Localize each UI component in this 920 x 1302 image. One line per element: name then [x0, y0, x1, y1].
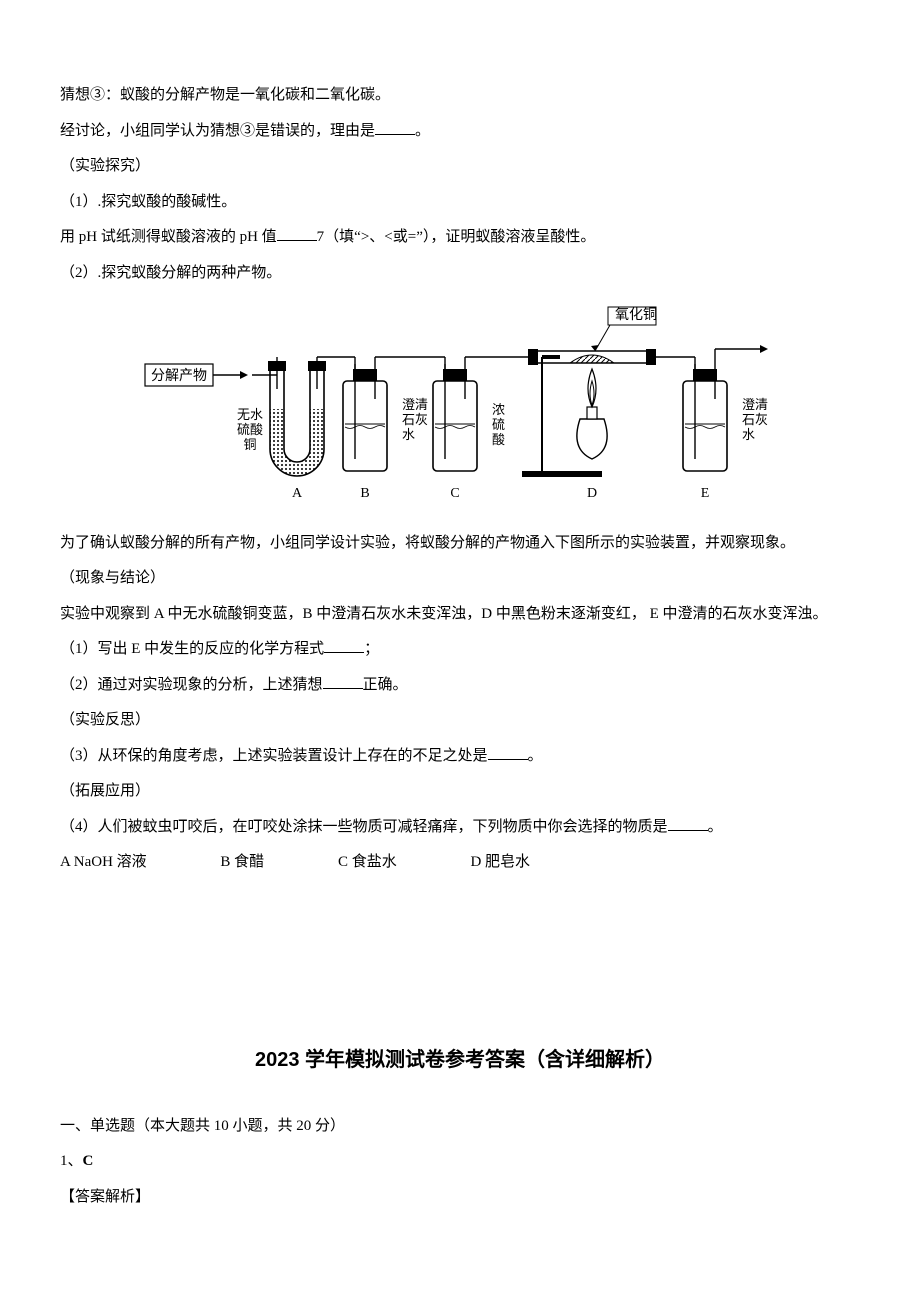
heading-experiment: （实验探究）	[60, 151, 860, 183]
ph-text-a: 用 pH 试纸测得蚁酸溶液的 pH 值	[60, 229, 277, 245]
apparatus-diagram: 分解产物 无水 硫酸 铜 A	[60, 299, 860, 522]
tube-b-label-2: 石灰	[402, 412, 428, 427]
q-e-equation: （1）写出 E 中发生的反应的化学方程式 ；	[60, 634, 860, 666]
discussion-text-b: 。	[415, 123, 430, 139]
tube-c-label-3: 酸	[492, 432, 505, 447]
guess3-line: 猜想③：蚁酸的分解产物是一氧化碳和二氧化碳。	[60, 80, 860, 112]
inlet-label: 分解产物	[151, 368, 207, 384]
tube-e-label-3: 水	[742, 427, 755, 442]
tube-b: 澄清 石灰 水	[343, 357, 445, 471]
observation-line: 实验中观察到 A 中无水硫酸铜变蓝，B 中澄清石灰水未变浑浊，D 中黑色粉末逐渐…	[60, 599, 860, 631]
blank-env[interactable]	[488, 745, 528, 760]
letter-d: D	[587, 486, 597, 501]
options-row: A NaOH 溶液 B 食醋 C 食盐水 D 肥皂水	[60, 847, 860, 879]
blank-reason[interactable]	[375, 120, 415, 135]
tube-c: 浓 硫 酸	[433, 357, 532, 471]
tube-e: 澄清 石灰 水	[683, 345, 768, 471]
tube-e-label-2: 石灰	[742, 412, 768, 427]
answers-section: 一、单选题（本大题共 10 小题，共 20 分）	[60, 1111, 860, 1143]
item-1-num: （	[60, 194, 75, 210]
q-e-text-b: ；	[364, 641, 379, 657]
q-env: （3）从环保的角度考虑，上述实验装置设计上存在的不足之处是 。	[60, 741, 860, 773]
q-e-text-a: （1）写出 E 中发生的反应的化学方程式	[60, 641, 324, 657]
item-1-num2: 1	[75, 194, 83, 210]
option-c[interactable]: C 食盐水	[338, 847, 397, 879]
letter-a: A	[292, 486, 303, 501]
item-1-rest: ）.探究蚁酸的酸碱性。	[83, 194, 237, 210]
analysis-label: 【答案解析】	[60, 1182, 860, 1214]
heading-obs: （现象与结论）	[60, 563, 860, 595]
tube-d: 氧化铜	[522, 307, 695, 477]
q-bite-b: 。	[708, 819, 723, 835]
cuo-label: 氧化铜	[615, 307, 657, 323]
option-d[interactable]: D 肥皂水	[470, 847, 530, 879]
q-env-b: 。	[528, 748, 543, 764]
apparatus-svg: 分解产物 无水 硫酸 铜 A	[140, 299, 780, 509]
answer-1-num: 1、	[60, 1153, 83, 1169]
q-bite: （4）人们被蚊虫叮咬后，在叮咬处涂抹一些物质可减轻痛痒，下列物质中你会选择的物质…	[60, 812, 860, 844]
q-bite-a: （4）人们被蚊虫叮咬后，在叮咬处涂抹一些物质可减轻痛痒，下列物质中你会选择的物质…	[60, 819, 668, 835]
heading-reflect: （实验反思）	[60, 705, 860, 737]
ph-line: 用 pH 试纸测得蚁酸溶液的 pH 值 7（填“>、<或=”），证明蚁酸溶液呈酸性…	[60, 222, 860, 254]
tube-b-label-3: 水	[402, 427, 415, 442]
tube-e-label-1: 澄清	[742, 397, 768, 412]
q-guess-correct: （2）通过对实验现象的分析，上述猜想 正确。	[60, 670, 860, 702]
answer-1-letter: C	[83, 1153, 94, 1169]
answer-1: 1、C	[60, 1146, 860, 1178]
item-2: （2）.探究蚁酸分解的两种产物。	[60, 258, 860, 290]
ph-text-b: 7（填“>、<或=”），证明蚁酸溶液呈酸性。	[317, 229, 596, 245]
item-1: （1）.探究蚁酸的酸碱性。	[60, 187, 860, 219]
q-guess-a: （2）通过对实验现象的分析，上述猜想	[60, 677, 323, 693]
purpose-line: 为了确认蚁酸分解的所有产物，小组同学设计实验，将蚁酸分解的产物通入下图所示的实验…	[60, 528, 860, 560]
tube-b-label-1: 澄清	[402, 397, 428, 412]
blank-equation[interactable]	[324, 638, 364, 653]
tube-c-label-1: 浓	[492, 402, 505, 417]
blank-bite[interactable]	[668, 816, 708, 831]
letter-e: E	[701, 486, 710, 501]
tube-a-label-2: 硫酸	[237, 422, 263, 437]
answers-title: 2023 学年模拟测试卷参考答案（含详细解析）	[60, 1039, 860, 1081]
letter-b: B	[360, 486, 369, 501]
discussion-line: 经讨论，小组同学认为猜想③是错误的，理由是 。	[60, 116, 860, 148]
inlet-arrowhead	[240, 371, 248, 379]
q-env-a: （3）从环保的角度考虑，上述实验装置设计上存在的不足之处是	[60, 748, 488, 764]
q-guess-b: 正确。	[363, 677, 408, 693]
option-b[interactable]: B 食醋	[220, 847, 264, 879]
tube-a: 无水 硫酸 铜	[237, 357, 355, 476]
option-a[interactable]: A NaOH 溶液	[60, 847, 147, 879]
tube-a-label-1: 无水	[237, 407, 263, 422]
blank-guess[interactable]	[323, 674, 363, 689]
tube-a-label-3: 铜	[243, 437, 256, 452]
heading-extend: （拓展应用）	[60, 776, 860, 808]
tube-c-label-2: 硫	[492, 417, 505, 432]
letter-c: C	[450, 486, 459, 501]
discussion-text-a: 经讨论，小组同学认为猜想③是错误的，理由是	[60, 123, 375, 139]
blank-ph[interactable]	[277, 226, 317, 241]
